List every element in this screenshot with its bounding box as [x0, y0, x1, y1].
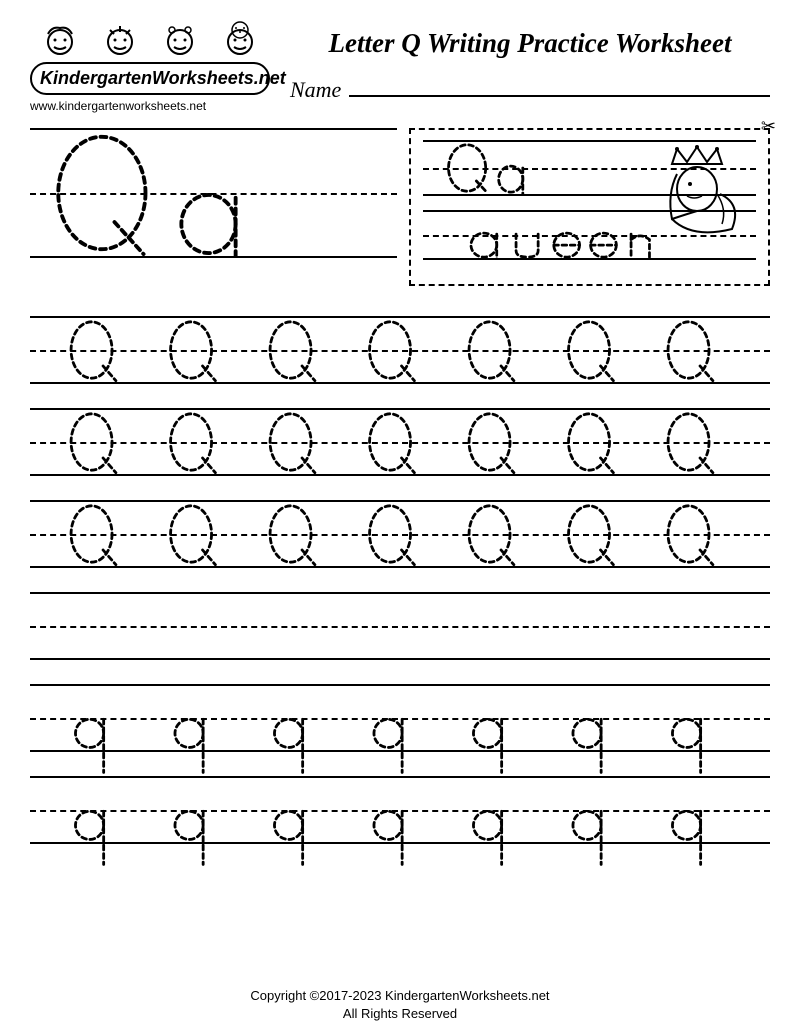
logo-faces — [30, 20, 270, 60]
page-title: Letter Q Writing Practice Worksheet — [290, 28, 770, 59]
rights-text: All Rights Reserved — [0, 1005, 800, 1023]
demo-section: ✂ — [30, 128, 770, 286]
demo-letters — [30, 128, 397, 286]
footer: Copyright ©2017-2023 KindergartenWorkshe… — [0, 987, 800, 1023]
practice-upper-q-row-icon — [30, 502, 770, 566]
title-area: Letter Q Writing Practice Worksheet Name — [290, 20, 770, 103]
practice-row-upper[interactable] — [30, 316, 770, 384]
demo-word-box: ✂ — [409, 128, 770, 286]
copyright-text: Copyright ©2017-2023 KindergartenWorkshe… — [0, 987, 800, 1005]
practice-lower-q-row-icon — [30, 778, 770, 842]
practice-upper-q-row-icon — [30, 410, 770, 474]
header: KindergartenWorksheets.net www.kindergar… — [30, 20, 770, 113]
practice-row-upper[interactable] — [30, 408, 770, 476]
demo-upper-q-icon — [30, 130, 397, 256]
practice-row-upper[interactable] — [30, 500, 770, 568]
practice-section — [30, 316, 770, 844]
name-label: Name — [290, 77, 341, 103]
name-field[interactable]: Name — [290, 77, 770, 103]
logo-url: www.kindergartenworksheets.net — [30, 99, 270, 113]
scissors-icon: ✂ — [761, 116, 776, 137]
name-underline[interactable] — [349, 77, 770, 97]
blank-practice-row[interactable] — [30, 592, 770, 660]
practice-lower-q-row-icon — [30, 686, 770, 750]
practice-row-lower[interactable] — [30, 684, 770, 752]
practice-row-lower[interactable] — [30, 776, 770, 844]
demo-word-queen-icon — [423, 212, 756, 258]
practice-upper-q-row-icon — [30, 318, 770, 382]
logo: KindergartenWorksheets.net www.kindergar… — [30, 20, 270, 113]
logo-banner-text: KindergartenWorksheets.net — [30, 62, 270, 95]
